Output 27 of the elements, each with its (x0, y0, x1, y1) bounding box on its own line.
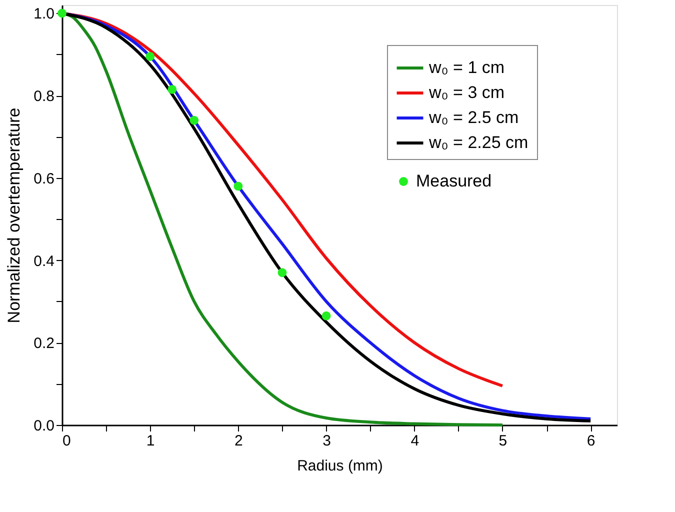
point (168, 84, 177, 94)
point (58, 8, 66, 18)
x-tick-label: 0 (62, 432, 71, 450)
y-tick-label: 0.0 (34, 418, 54, 434)
legend-label: w₀ = 3 cm (428, 83, 505, 102)
y-tick-label: 1.0 (34, 6, 54, 23)
point (278, 268, 287, 278)
y-tick-label: 0.2 (34, 335, 54, 352)
y-tick-label: 0.4 (34, 252, 54, 270)
point (322, 311, 331, 320)
point (146, 52, 155, 61)
point (234, 182, 243, 191)
legend-label: w₀ = 2.5 cm (428, 108, 519, 127)
legend-label: Measured (416, 172, 492, 190)
x-tick-label: 4 (410, 432, 420, 450)
x-tick-label: 6 (586, 432, 596, 450)
legend-label: w₀ = 1 cm (428, 58, 505, 77)
y-axis-title: Normalized overtemperature (4, 108, 24, 324)
y-tick-label: 0.6 (34, 170, 54, 188)
x-tick-label: 1 (146, 432, 155, 450)
legend-label: w₀ = 2.25 cm (428, 133, 528, 152)
x-axis-title: Radius (mm) (297, 458, 383, 474)
x-tick-label: 5 (498, 432, 508, 450)
point (190, 116, 199, 125)
y-tick-label: 0.8 (34, 88, 54, 106)
x-tick-label: 2 (234, 432, 243, 450)
x-tick-label: 3 (322, 432, 331, 450)
